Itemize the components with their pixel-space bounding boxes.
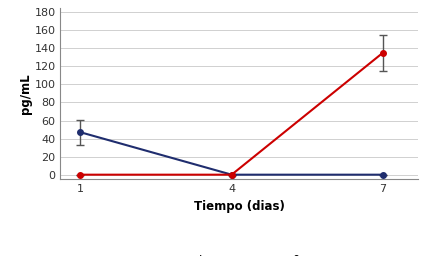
X-axis label: Tiempo (dias): Tiempo (dias)	[194, 200, 284, 213]
Line: TGFβ1: TGFβ1	[77, 50, 385, 177]
TGFβ1	[379, 51, 384, 54]
TGFβ1	[78, 173, 83, 176]
Legend: bFGF, TGFβ1: bFGF, TGFβ1	[165, 250, 313, 256]
bFGF	[78, 131, 83, 134]
bFGF	[228, 173, 233, 176]
Line: bFGF: bFGF	[77, 130, 385, 177]
Y-axis label: pg/mL: pg/mL	[18, 73, 31, 114]
bFGF	[379, 173, 384, 176]
TGFβ1	[228, 173, 233, 176]
